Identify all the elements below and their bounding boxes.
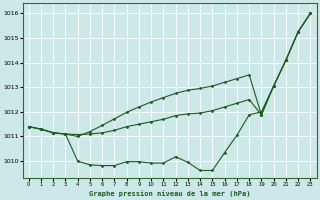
X-axis label: Graphe pression niveau de la mer (hPa): Graphe pression niveau de la mer (hPa) <box>89 190 250 197</box>
